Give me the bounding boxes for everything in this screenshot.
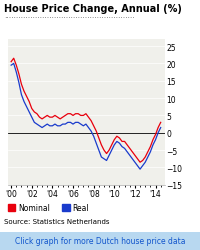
Text: House Price Change, Annual (%): House Price Change, Annual (%) (4, 4, 181, 14)
Legend: Nominal, Real: Nominal, Real (8, 204, 89, 212)
Text: Click graph for more Dutch house price data: Click graph for more Dutch house price d… (15, 236, 185, 246)
Text: Source: Statistics Netherlands: Source: Statistics Netherlands (4, 218, 109, 224)
Text: ·······················································: ········································… (4, 14, 134, 23)
